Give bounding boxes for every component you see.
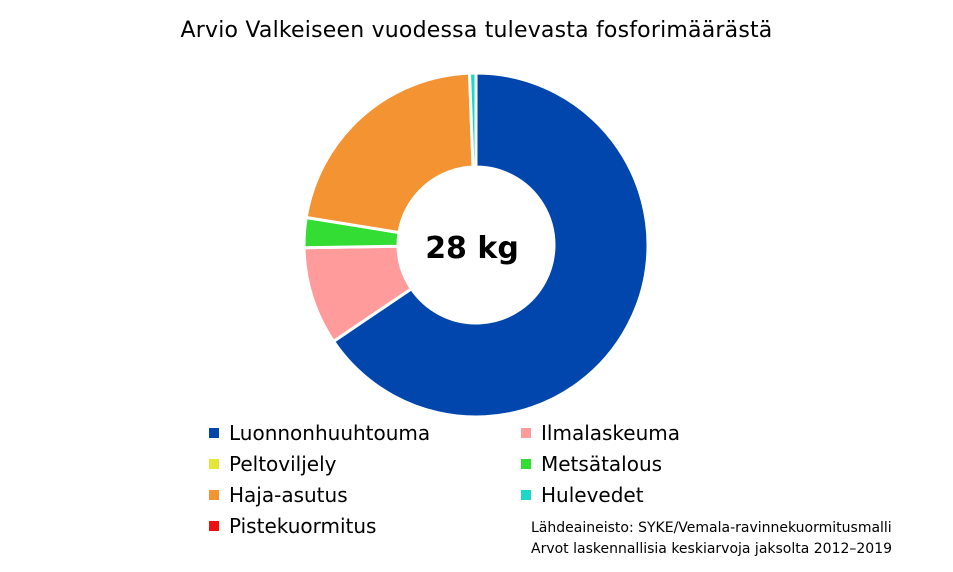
legend-label: Haja-asutus [229, 483, 348, 507]
legend-item: Pistekuormitus [209, 514, 376, 538]
source-line-2: Arvot laskennallisia keskiarvoja jaksolt… [531, 541, 893, 557]
legend-label: Ilmalaskeuma [541, 421, 681, 445]
legend-label: Luonnonhuuhtouma [229, 421, 431, 445]
legend-swatch [521, 459, 531, 469]
legend-item: Metsätalous [521, 452, 662, 476]
legend-label: Hulevedet [541, 483, 644, 507]
legend-item: Peltoviljely [209, 452, 337, 476]
source-line-1: Lähdeaineisto: SYKE/Vemala-ravinnekuormi… [531, 520, 892, 536]
legend-label: Pistekuormitus [229, 514, 377, 538]
legend-swatch [209, 428, 219, 438]
legend-label: Peltoviljely [229, 452, 337, 476]
legend-item: Luonnonhuuhtouma [209, 421, 430, 445]
legend-swatch [521, 428, 531, 438]
legend-item: Haja-asutus [209, 483, 348, 507]
slice-luonnonhuuhtouma [331, 71, 650, 419]
legend-swatch [209, 459, 219, 469]
legend-swatch [209, 521, 219, 531]
slice-hulevedet [467, 71, 478, 169]
chart-title: Arvio Valkeiseen vuodessa tulevasta fosf… [180, 18, 773, 43]
legend-swatch [521, 490, 531, 500]
legend-label: Metsätalous [541, 452, 663, 476]
source-note: Lähdeaineisto: SYKE/Vemala-ravinnekuormi… [531, 518, 892, 560]
legend-item: Hulevedet [521, 483, 644, 507]
legend-item: Ilmalaskeuma [521, 421, 680, 445]
slice-haja-asutus [304, 71, 475, 235]
center-total-label: 28 kg [425, 231, 519, 266]
legend-swatch [209, 490, 219, 500]
